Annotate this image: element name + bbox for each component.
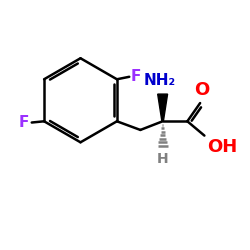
Text: OH: OH [207,138,237,156]
Text: F: F [130,69,141,84]
Text: NH₂: NH₂ [144,73,176,88]
Polygon shape [158,94,168,121]
Text: F: F [19,115,29,130]
Text: O: O [194,80,209,98]
Text: H: H [157,152,168,166]
